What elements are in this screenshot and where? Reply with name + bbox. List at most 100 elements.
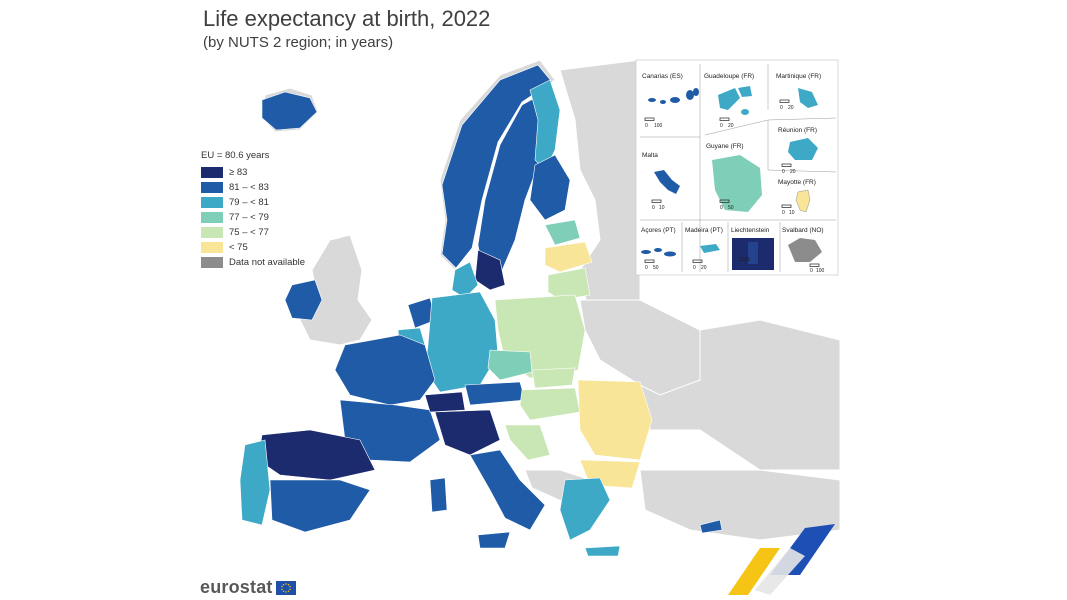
- logo-text: eurostat: [200, 577, 273, 597]
- region-croatia: [504, 424, 551, 461]
- legend-item: Data not available: [201, 255, 305, 270]
- region-sicily: [477, 531, 511, 549]
- region-czechia: [487, 349, 533, 381]
- svg-text:0: 0: [810, 268, 813, 274]
- inset-label-madeira: Madeira (PT): [685, 227, 723, 234]
- region-denmark: [451, 261, 479, 299]
- region-greece: [559, 477, 611, 541]
- inset-canarias-shape: [648, 88, 699, 104]
- svg-text:0: 0: [693, 265, 696, 271]
- europe-map: Canarias (ES) Guadeloupe (FR) Martinique…: [239, 59, 840, 595]
- inset-label-acores: Açores (PT): [641, 227, 676, 234]
- legend-label: 79 – < 81: [229, 197, 269, 208]
- inset-mayotte-shape: [795, 189, 811, 213]
- inset-label-malta: Malta: [642, 152, 658, 159]
- region-estonia: [544, 219, 581, 246]
- region-italy-north: [434, 409, 501, 456]
- decorative-corner-graphic: [728, 524, 835, 595]
- eu-regions: [239, 64, 723, 557]
- region-austria: [464, 381, 526, 406]
- inset-panel: Canarias (ES) Guadeloupe (FR) Martinique…: [635, 59, 839, 276]
- map-subtitle: (by NUTS 2 region; in years): [203, 34, 394, 51]
- inset-label-mayotte: Mayotte (FR): [778, 179, 816, 186]
- legend-label: Data not available: [229, 257, 306, 268]
- region-portugal: [239, 439, 271, 526]
- region-sweden-south: [474, 249, 506, 291]
- svg-text:20: 20: [728, 123, 734, 129]
- inset-label-guyane: Guyane (FR): [706, 143, 744, 150]
- region-spain-south: [269, 479, 371, 533]
- legend-label: 77 – < 79: [229, 212, 269, 223]
- inset-acores-shape: [641, 248, 676, 257]
- inset-scalebars: [644, 99, 820, 267]
- region-cyprus: [699, 519, 723, 534]
- legend-swatch: [201, 242, 223, 253]
- legend-label: 81 – < 83: [229, 182, 269, 193]
- legend-swatch: [201, 182, 223, 193]
- legend-swatch: [201, 227, 223, 238]
- svg-text:50: 50: [653, 265, 659, 271]
- region-iceland: [261, 91, 318, 131]
- svg-text:0: 0: [720, 205, 723, 211]
- region-norway: [441, 64, 553, 269]
- inset-label-guadeloupe: Guadeloupe (FR): [704, 73, 754, 80]
- svg-text:100: 100: [654, 123, 663, 129]
- legend-item: ≥ 83: [201, 165, 305, 180]
- legend-label: < 75: [229, 242, 248, 253]
- svg-text:20: 20: [788, 105, 794, 111]
- region-switzerland: [424, 391, 466, 413]
- region-ireland: [284, 279, 323, 321]
- inset-martinique-shape: [798, 88, 818, 108]
- inset-svalbard-shape: [788, 238, 822, 262]
- inset-scale-labels: 0 100 0 20 0 20 0 20 0 10 0 50 0 10 0 50…: [645, 105, 825, 274]
- inset-label-reunion: Réunion (FR): [778, 127, 817, 134]
- region-france-north: [334, 334, 436, 406]
- svg-text:0: 0: [780, 105, 783, 111]
- legend-item: 75 – < 77: [201, 225, 305, 240]
- legend-item: 79 – < 81: [201, 195, 305, 210]
- svg-text:0: 0: [720, 123, 723, 129]
- eu-flag-icon: [275, 580, 296, 595]
- legend-title: EU = 80.6 years: [201, 150, 270, 161]
- svg-text:50: 50: [728, 205, 734, 211]
- svg-text:0: 0: [782, 210, 785, 216]
- svg-text:0: 0: [652, 205, 655, 211]
- legend-swatch: [201, 257, 223, 268]
- eurostat-logo: eurostat: [200, 577, 296, 598]
- svg-text:20: 20: [701, 265, 707, 271]
- svg-text:0: 0: [645, 123, 648, 129]
- svg-text:20: 20: [790, 169, 796, 175]
- legend-swatch: [201, 212, 223, 223]
- legend-swatch: [201, 167, 223, 178]
- region-slovakia: [531, 367, 576, 389]
- map-legend: EU = 80.6 years ≥ 83 81 – < 83 79 – < 81…: [201, 150, 305, 270]
- region-sardinia: [429, 477, 448, 513]
- region-romania: [577, 379, 653, 461]
- svg-text:100: 100: [816, 268, 825, 274]
- legend-label: 75 – < 77: [229, 227, 269, 238]
- inset-label-martinique: Martinique (FR): [776, 73, 821, 80]
- region-hungary: [519, 387, 581, 421]
- inset-label-canarias: Canarias (ES): [642, 73, 683, 80]
- legend-item: < 75: [201, 240, 305, 255]
- region-latvia: [544, 241, 593, 273]
- inset-guadeloupe-shape: [718, 86, 752, 115]
- svg-text:0: 0: [782, 169, 785, 175]
- legend-swatch: [201, 197, 223, 208]
- svg-text:10: 10: [659, 205, 665, 211]
- inset-madeira-shape: [700, 244, 720, 253]
- legend-item: 81 – < 83: [201, 180, 305, 195]
- legend-item: 77 – < 79: [201, 210, 305, 225]
- region-finland-south: [529, 154, 571, 221]
- legend-label: ≥ 83: [229, 167, 248, 178]
- region-italy-south: [469, 449, 546, 531]
- inset-label-liechtenstein: Liechtenstein: [731, 227, 770, 234]
- inset-reunion-shape: [788, 138, 818, 160]
- inset-guyane-shape: [712, 155, 762, 212]
- ukraine-land: [579, 299, 701, 396]
- svg-text:10: 10: [789, 210, 795, 216]
- svg-text:0: 0: [645, 265, 648, 271]
- map-title: Life expectancy at birth, 2022: [203, 6, 491, 31]
- inset-malta-shape: [654, 170, 680, 194]
- region-germany: [424, 291, 499, 393]
